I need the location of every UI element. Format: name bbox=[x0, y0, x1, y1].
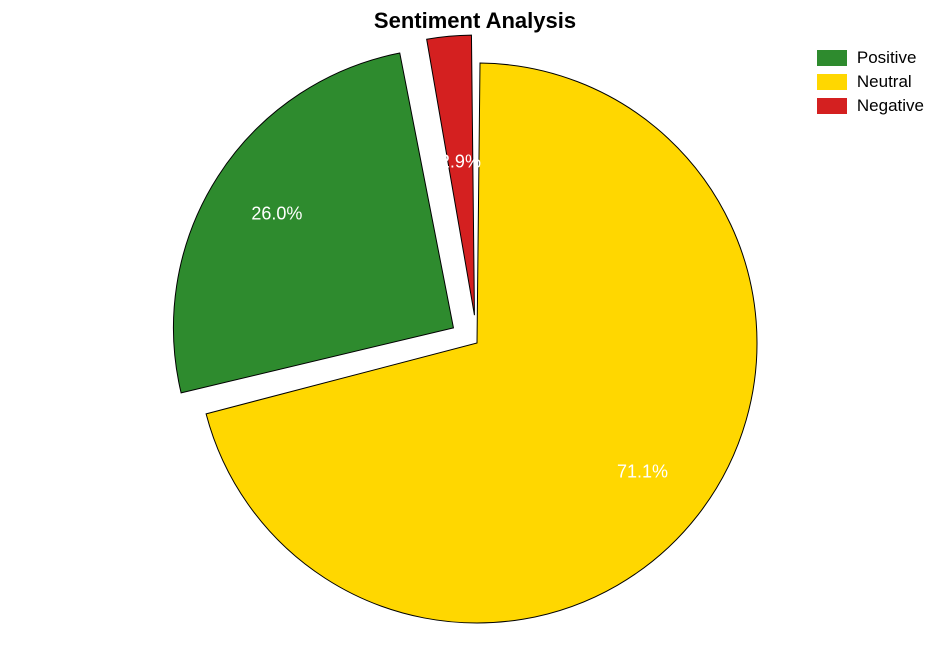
legend-item-negative: Negative bbox=[817, 96, 924, 116]
slice-label-positive: 26.0% bbox=[251, 204, 302, 225]
legend-swatch bbox=[817, 50, 847, 66]
pie-chart bbox=[0, 0, 950, 662]
legend-item-positive: Positive bbox=[817, 48, 924, 68]
legend-label: Neutral bbox=[857, 72, 912, 92]
legend-item-neutral: Neutral bbox=[817, 72, 924, 92]
slice-label-negative: 2.9% bbox=[440, 151, 481, 172]
slice-label-neutral: 71.1% bbox=[617, 462, 668, 483]
legend-label: Positive bbox=[857, 48, 917, 68]
legend-swatch bbox=[817, 74, 847, 90]
pie-slice-positive bbox=[173, 53, 453, 393]
legend-label: Negative bbox=[857, 96, 924, 116]
legend: Positive Neutral Negative bbox=[817, 48, 924, 120]
legend-swatch bbox=[817, 98, 847, 114]
